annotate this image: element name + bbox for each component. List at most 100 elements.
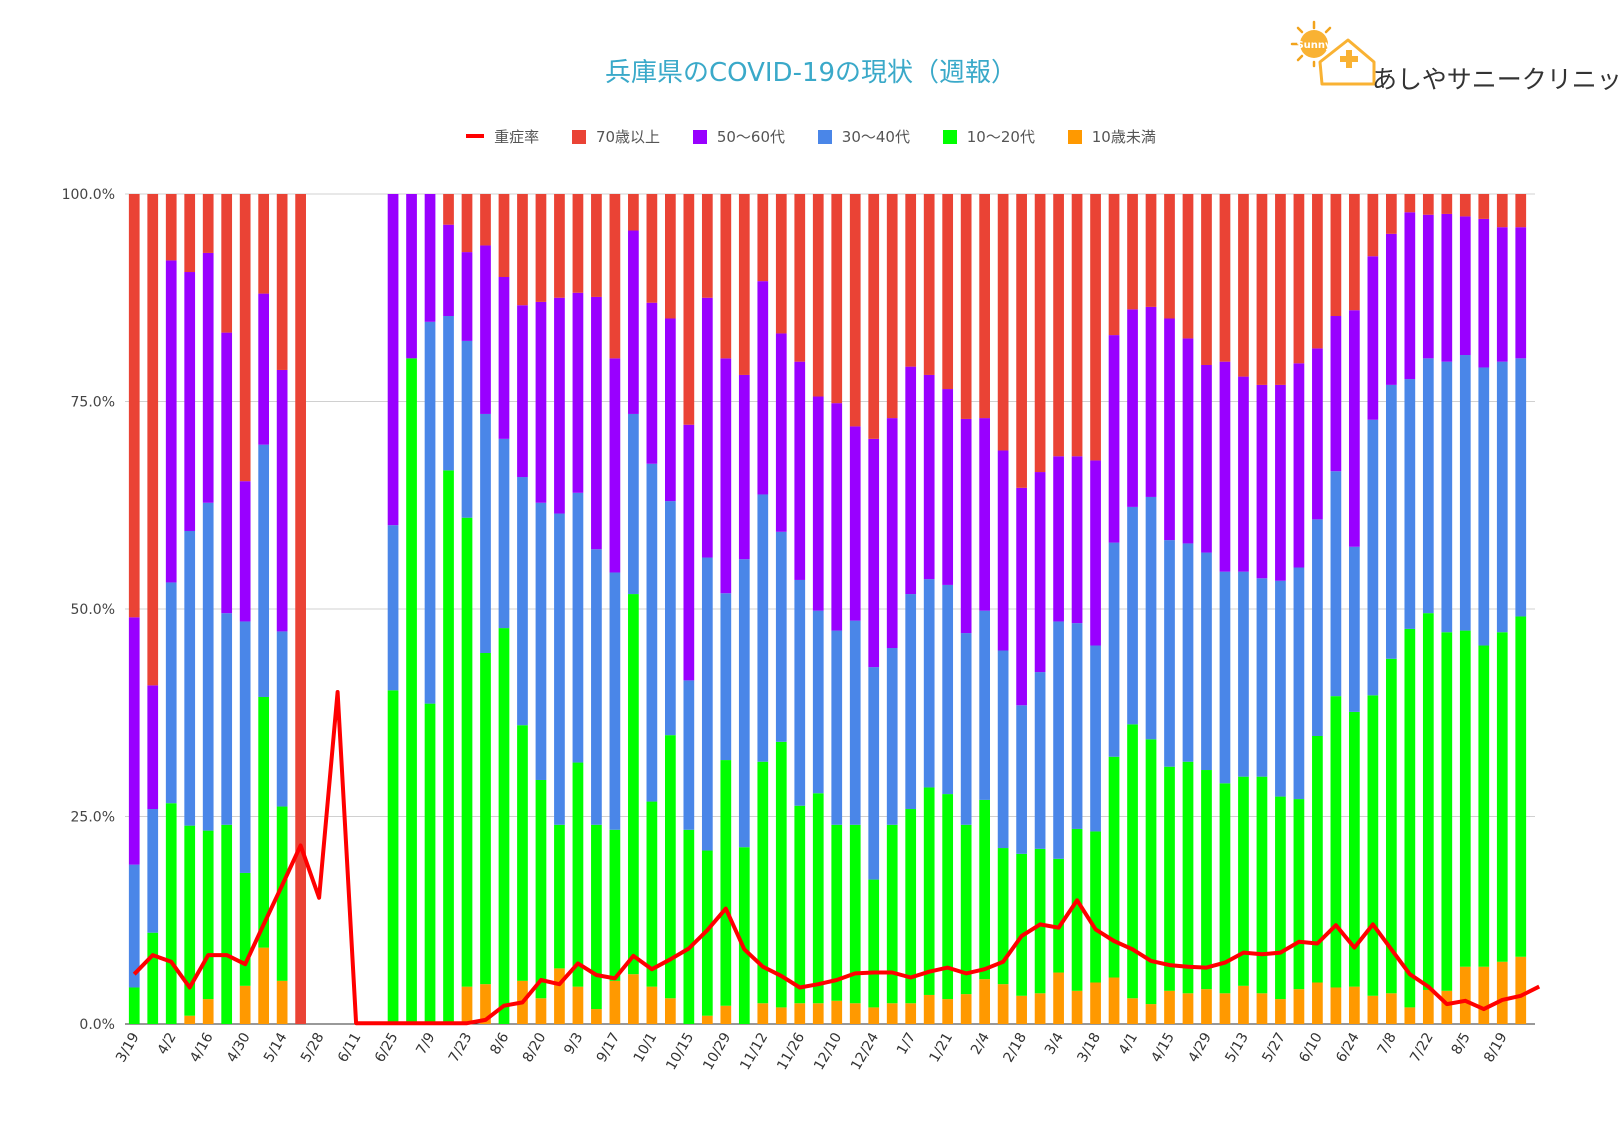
bar-segment-50-60 (572, 292, 584, 493)
bar-segment-30-40 (591, 549, 602, 825)
bar-segment-10-20 (775, 741, 787, 1008)
bar-segment-30-40 (831, 630, 843, 825)
bar-segment-10-20 (738, 847, 750, 1024)
bar-segment-50-60 (1256, 384, 1268, 579)
bar-segment-under10 (1071, 990, 1083, 1024)
bar-segment-over70 (923, 194, 935, 375)
bar-segment-over70 (665, 194, 676, 319)
bar-segment-under10 (701, 1015, 713, 1024)
legend-swatch-icon (571, 130, 586, 144)
bar-segment-50-60 (738, 374, 750, 560)
chart-legend: 重症率 70歳以上 50〜60代 30〜40代 10〜20代 10歳未満 (0, 126, 1622, 147)
bar-segment-over70 (221, 194, 233, 333)
bar-segment-30-40 (868, 667, 880, 880)
bar-segment-10-20 (942, 794, 954, 1000)
bar-segment-30-40 (849, 620, 861, 825)
bar-segment-over70 (535, 194, 547, 302)
legend-swatch-icon (817, 130, 832, 144)
x-tick-label: 8/6 (487, 1030, 512, 1058)
bar-segment-50-60 (443, 224, 454, 317)
bar-segment-50-60 (480, 245, 491, 414)
bar-segment-over70 (1145, 194, 1157, 307)
bar-segment-30-40 (905, 594, 917, 810)
bar-segment-10-20 (1071, 828, 1083, 991)
bar-segment-over70 (1515, 194, 1527, 228)
bar-segment-10-20 (1164, 766, 1175, 991)
bar-segment-50-60 (886, 418, 898, 649)
x-tick-label: 6/10 (1296, 1030, 1326, 1065)
bar-segment-50-60 (147, 685, 159, 810)
bar-segment-50-60 (1459, 216, 1471, 356)
bar-segment-10-20 (1256, 776, 1268, 994)
bar-segment-10-20 (923, 787, 935, 995)
bar-segment-30-40 (1515, 358, 1527, 617)
x-tick-label: 6/11 (335, 1030, 365, 1065)
bar-segment-10-20 (1422, 613, 1434, 990)
bar-segment-10-20 (628, 594, 639, 975)
bar-segment-50-60 (1238, 376, 1249, 572)
legend-swatch-icon (1067, 130, 1082, 144)
bar-segment-50-60 (1293, 363, 1305, 568)
bar-segment-10-20 (701, 850, 713, 1016)
bar-segment-30-40 (387, 525, 399, 691)
clinic-logo: Sunny あしやサニークリニック (1290, 20, 1622, 95)
bar-segment-under10 (1034, 993, 1046, 1024)
bar-segment-30-40 (960, 633, 972, 825)
bar-segment-10-20 (1034, 848, 1046, 994)
x-tick-label: 7/23 (446, 1030, 476, 1065)
bar-segment-over70 (480, 194, 491, 246)
bar-segment-50-60 (775, 333, 787, 532)
bar-segment-over70 (1312, 194, 1323, 349)
logo-badge-text: Sunny (1296, 40, 1332, 51)
chart-title: 兵庫県のCOVID-19の現状（週報） (604, 58, 1018, 88)
bar-segment-30-40 (979, 610, 990, 800)
x-tick-label: 5/28 (298, 1030, 328, 1065)
bar-segment-under10 (812, 1003, 824, 1024)
legend-swatch-icon (942, 130, 957, 144)
bar-segment-30-40 (424, 321, 436, 704)
bar-segment-50-60 (646, 302, 658, 464)
bar-segment-50-60 (942, 389, 954, 585)
x-tick-label: 3/18 (1074, 1030, 1104, 1065)
x-tick-label: 7/8 (1375, 1030, 1400, 1058)
bar-segment-under10 (1275, 999, 1286, 1024)
bar-segment-under10 (1515, 956, 1527, 1024)
bar-segment-30-40 (1164, 540, 1175, 767)
bar-segment-50-60 (535, 301, 547, 503)
bar-segment-under10 (1256, 993, 1268, 1024)
x-tick-label: 4/16 (187, 1030, 217, 1065)
bar-segment-50-60 (812, 396, 824, 611)
bar-segment-10-20 (1275, 796, 1286, 1000)
bar-segment-30-40 (701, 557, 713, 851)
x-tick-label: 2/18 (1000, 1030, 1030, 1065)
bar-segment-10-20 (147, 932, 159, 1024)
bar-segment-under10 (886, 1003, 898, 1024)
bar-segment-over70 (997, 194, 1009, 451)
bar-segment-30-40 (720, 593, 732, 761)
bar-segment-over70 (794, 194, 806, 362)
x-tick-label: 5/13 (1222, 1030, 1252, 1065)
bar-segment-10-20 (849, 824, 861, 1004)
bar-segment-over70 (295, 194, 306, 1024)
bar-segment-over70 (1367, 194, 1379, 257)
bar-segment-30-40 (443, 316, 454, 471)
legend-item-under10: 10歳未満 (1067, 126, 1156, 147)
legend-line-icon (466, 134, 485, 138)
bar-segment-50-60 (1312, 348, 1323, 520)
bar-segment-under10 (1441, 990, 1453, 1024)
bar-segment-10-20 (1441, 632, 1453, 991)
bar-segment-10-20 (905, 809, 917, 1004)
bar-segment-30-40 (572, 492, 584, 763)
x-tick-label: 10/1 (631, 1030, 661, 1065)
bar-segment-over70 (868, 194, 880, 439)
bar-segment-10-20 (443, 470, 454, 1024)
bar-segment-over70 (628, 194, 639, 231)
bar-segment-over70 (1256, 194, 1268, 385)
bar-segment-under10 (794, 1003, 806, 1024)
bar-segment-under10 (1145, 1004, 1157, 1024)
legend-item-30-40: 30〜40代 (817, 126, 910, 147)
bar-segment-50-60 (923, 374, 935, 580)
bar-segment-30-40 (1090, 645, 1101, 832)
bar-segment-10-20 (609, 829, 621, 981)
